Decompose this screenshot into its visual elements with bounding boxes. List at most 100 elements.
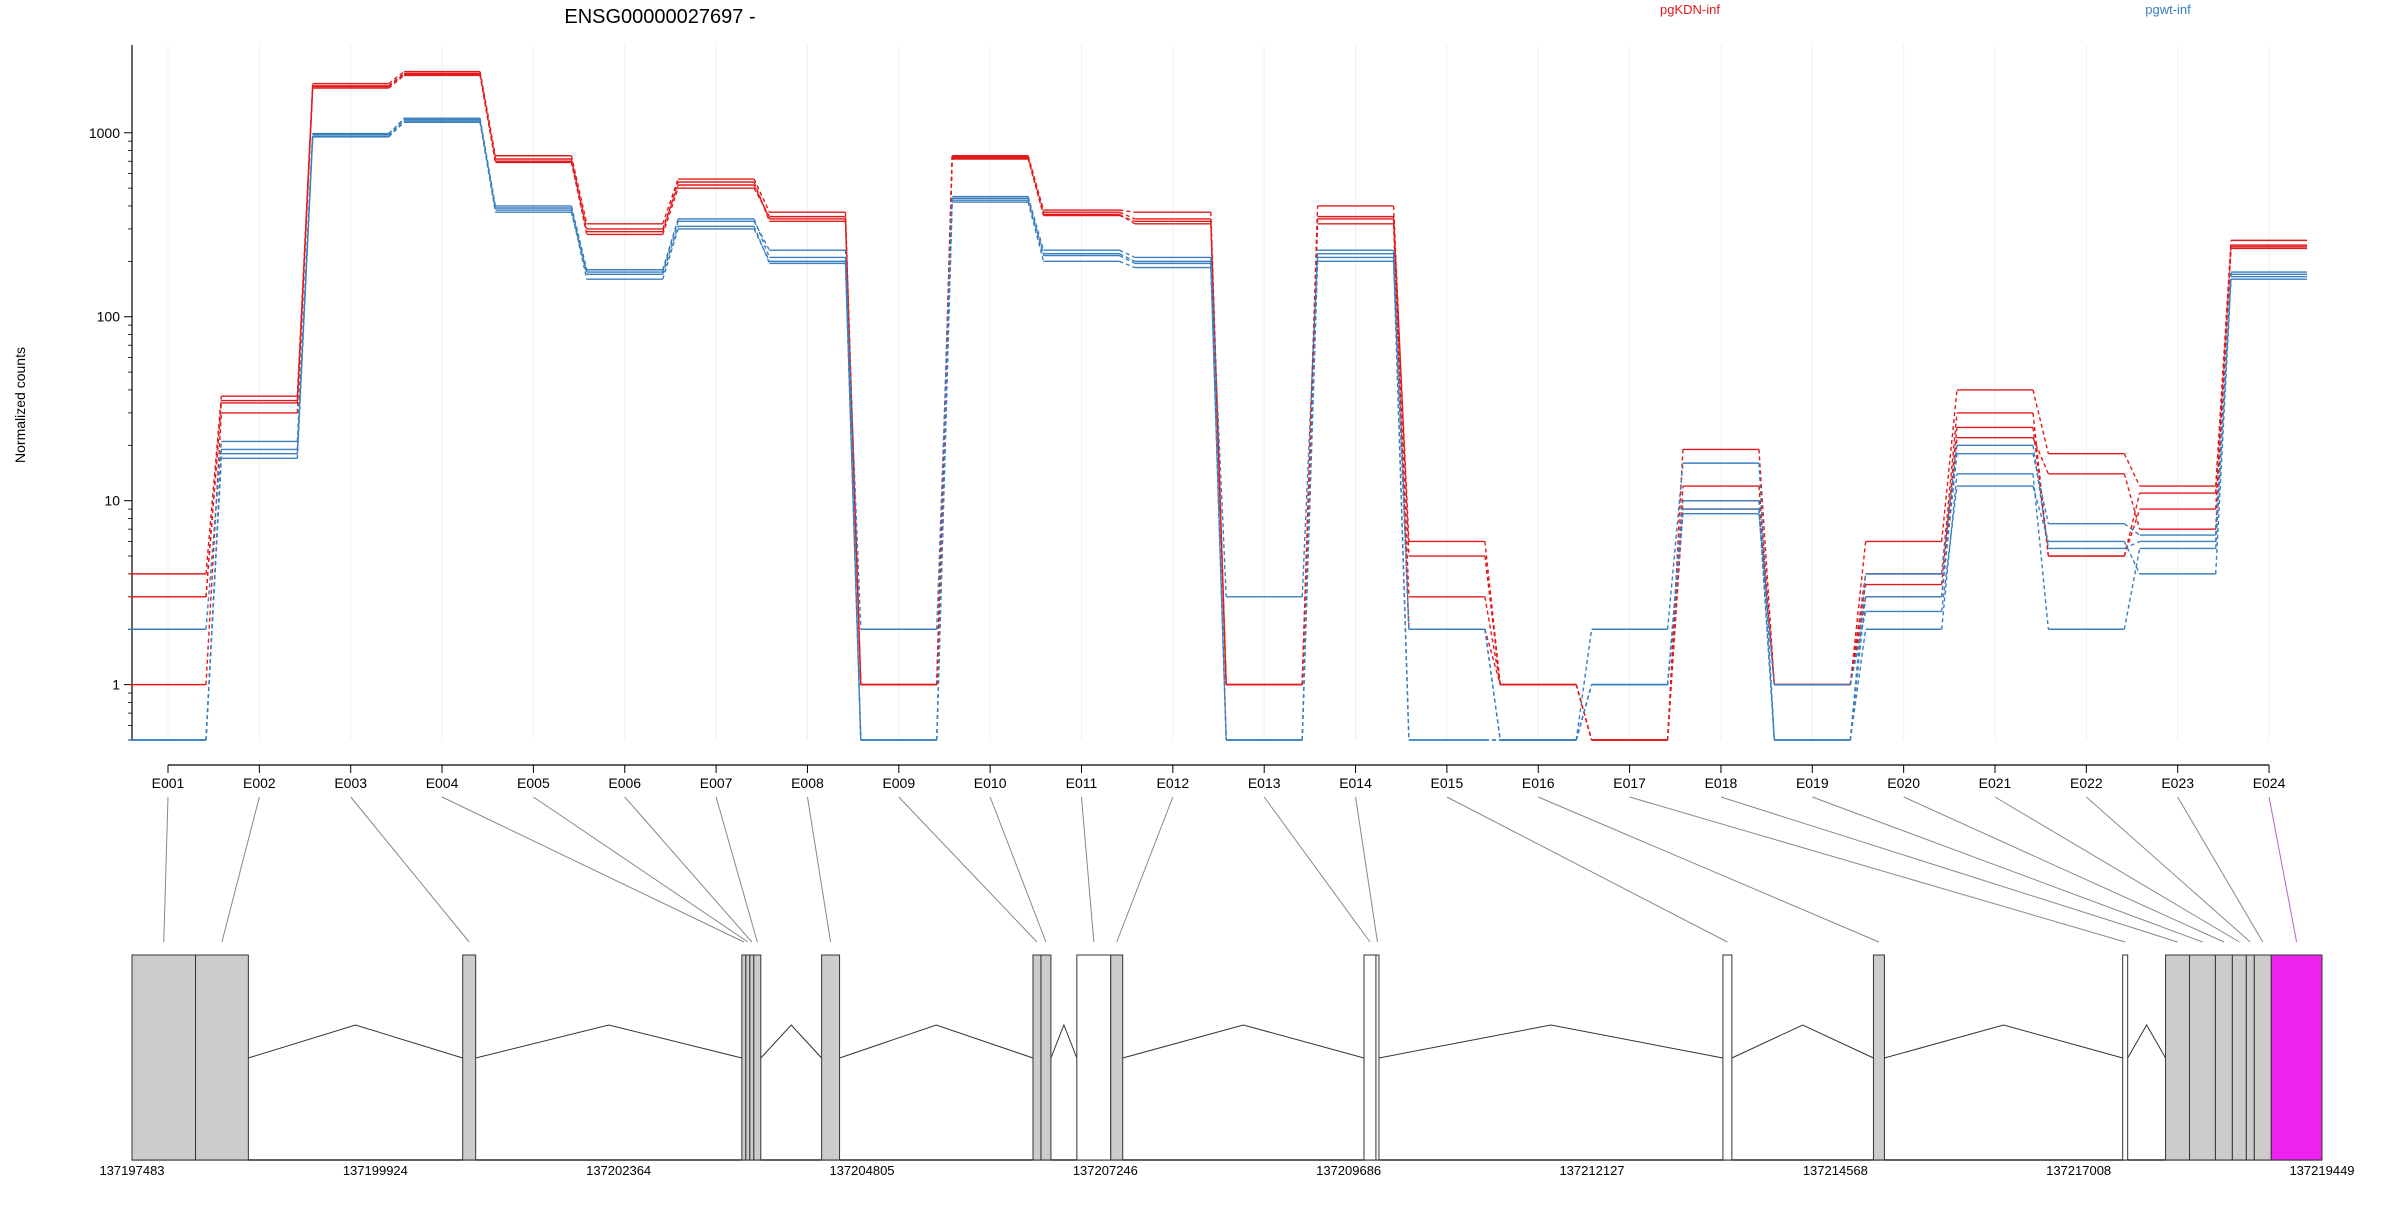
x-tick-label-E005: E005 [517, 775, 550, 791]
exon-connector-E002 [221, 796, 260, 943]
series-connector [1392, 261, 1410, 630]
series-connector [1849, 629, 1867, 741]
series-connector [753, 184, 771, 220]
genomic-tick-label: 137214568 [1803, 1163, 1868, 1178]
series-connector [1940, 389, 1958, 542]
series-connector [662, 226, 679, 275]
series-connector [1027, 198, 1045, 254]
series-connector [1484, 541, 1501, 685]
series-connector [479, 74, 497, 163]
y-tick-label: 1000 [89, 125, 120, 141]
series-connector [1758, 486, 1775, 685]
series-connector [2032, 389, 2050, 454]
genomic-tick-label: 137207246 [1073, 1163, 1138, 1178]
x-tick-label-E024: E024 [2253, 775, 2286, 791]
series-connector [844, 261, 862, 741]
exon-box-E014 [1375, 954, 1380, 1161]
series-connector [296, 85, 314, 401]
series-connector [1392, 216, 1410, 542]
series-connector [2215, 274, 2232, 542]
series-connector [1940, 437, 1958, 597]
exon-connector-E019 [1812, 796, 2203, 943]
exon-connector-E024 [2268, 796, 2298, 943]
x-tick-label-E006: E006 [608, 775, 641, 791]
exon-box-E001 [131, 954, 197, 1161]
series-connector [1849, 596, 1867, 685]
series-connector [1119, 249, 1136, 259]
series-connector [753, 221, 771, 251]
series-connector [936, 198, 953, 741]
series-connector [844, 250, 862, 630]
genomic-tick-labels: 137197483 137199924 137202364 137204805 1372… [99, 1163, 2354, 1178]
series-connector [662, 181, 679, 232]
genomic-tick-label: 137219449 [2289, 1163, 2354, 1178]
exon-connector-E017 [1629, 796, 2126, 943]
series-connector [1758, 449, 1775, 685]
exon-box-E017 [2122, 954, 2129, 1161]
exon-box-E004 [741, 954, 747, 1161]
series-connector [205, 441, 223, 630]
exon-box-E023 [2253, 954, 2272, 1161]
series-connector [1301, 216, 1319, 685]
exon-box-E008 [821, 954, 841, 1161]
series-pgKDN-inf [130, 74, 2308, 741]
series-connector [2032, 485, 2050, 542]
x-tick-label-E020: E020 [1887, 775, 1920, 791]
series-connector [296, 133, 314, 450]
intron-line [248, 1024, 463, 1059]
exon-box-E012 [1110, 954, 1124, 1161]
genomic-tick-label: 137202364 [586, 1163, 651, 1178]
x-tick-label-E011: E011 [1066, 775, 1098, 791]
series-connector [1575, 684, 1593, 741]
genomic-tick-label: 137204805 [829, 1163, 894, 1178]
exon-box-E018 [2165, 954, 2190, 1161]
exon-connector-E020 [1903, 796, 2225, 943]
exon-box-E022 [2245, 954, 2255, 1161]
series-connector [1027, 201, 1045, 262]
series-connector [1940, 486, 1958, 612]
exon-connector-E007 [715, 796, 758, 943]
genomic-tick-label: 137199924 [343, 1163, 408, 1178]
series-connector [2032, 473, 2050, 630]
series-connector [2123, 541, 2141, 575]
series-connector [1849, 584, 1867, 685]
y-tick-label: 1 [112, 677, 120, 693]
gene-model [131, 954, 2323, 1161]
exon-box-E011 [1076, 954, 1112, 1161]
x-tick-label-E019: E019 [1796, 775, 1829, 791]
series-connector [1210, 261, 1227, 741]
series-connector [388, 74, 405, 89]
x-tick-label-E015: E015 [1431, 775, 1464, 791]
series-connector [1666, 509, 1684, 741]
series-connector [1666, 500, 1684, 685]
exon-connector-E004 [441, 796, 745, 943]
series-connector [1301, 250, 1319, 741]
series-connector [1119, 260, 1136, 269]
series-connector [1210, 212, 1227, 685]
x-tick-label-E023: E023 [2161, 775, 2194, 791]
series-connector [1119, 209, 1135, 213]
grid [167, 45, 2270, 740]
exon-box-E020 [2214, 954, 2233, 1161]
exon-box-E021 [2231, 954, 2247, 1161]
exon-box-E013 [1363, 954, 1377, 1161]
series-connector [1575, 629, 1593, 741]
series-connector [1484, 629, 1501, 685]
series-connector [1119, 214, 1136, 222]
series-connector [2032, 453, 2050, 524]
x-tick-label-E003: E003 [334, 775, 367, 791]
series-connector [2124, 540, 2140, 550]
series-connector [662, 221, 679, 273]
series-connector [753, 181, 771, 222]
series-connector [570, 212, 588, 275]
series-connector [388, 71, 405, 85]
x-tick-label-E004: E004 [426, 775, 459, 791]
series-connector [2123, 548, 2141, 630]
series-connector [296, 86, 314, 403]
axes: 1 10 100 1000 [89, 45, 2270, 766]
series-connector [2032, 445, 2050, 549]
exon-box-E005 [745, 954, 751, 1161]
exon-box-E003 [462, 954, 477, 1161]
series-connector [2123, 473, 2141, 530]
